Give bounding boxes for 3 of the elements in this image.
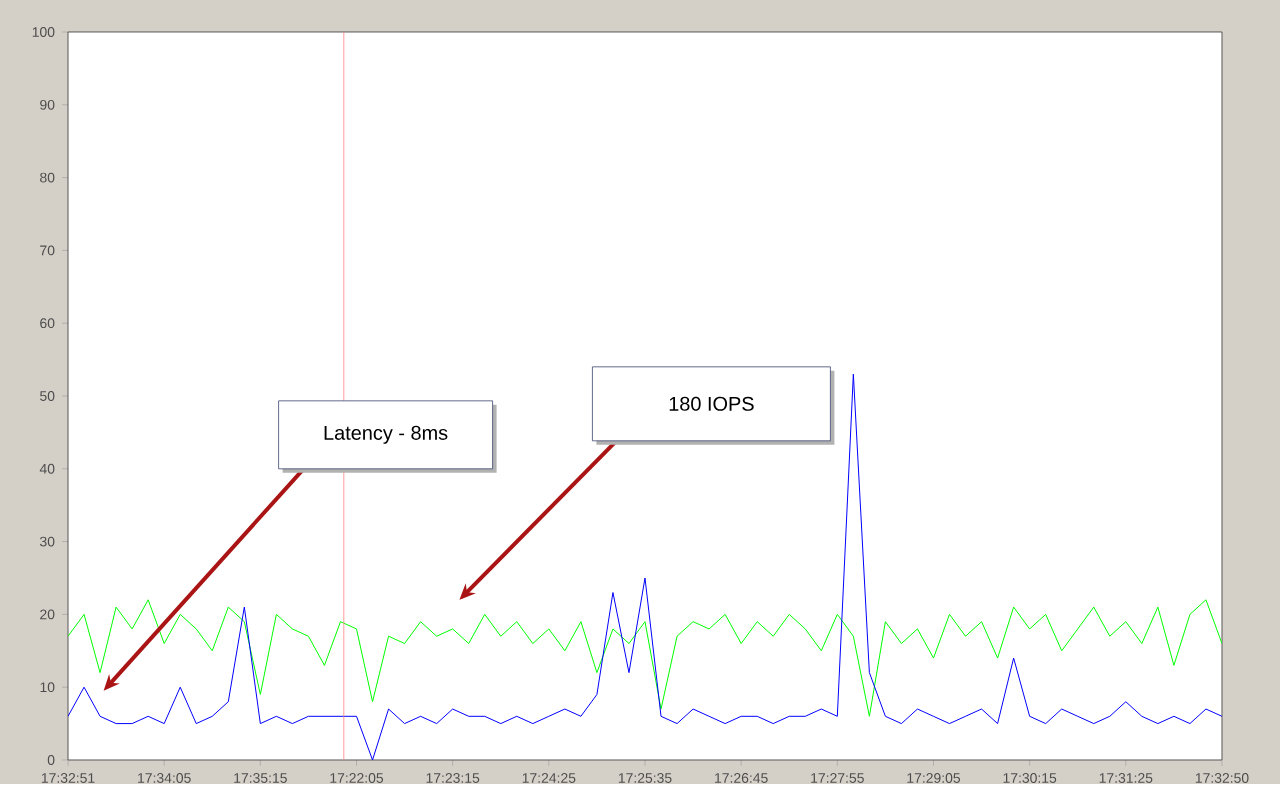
line-series [68,599,1222,718]
annotation: 180 IOPS [669,397,754,412]
annotation: Latency - 8ms [324,426,448,445]
